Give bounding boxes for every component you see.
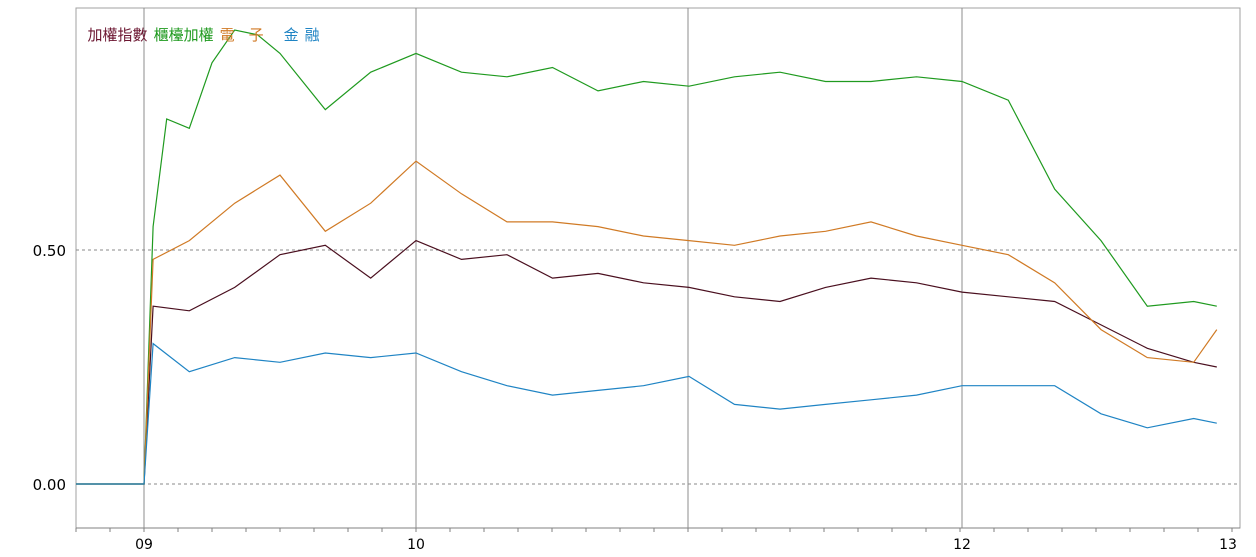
series-line-1	[76, 29, 1217, 485]
x-tick-label-0: 09	[135, 537, 153, 553]
y-tick-label-0: 0.50	[33, 242, 66, 260]
plot-area	[75, 7, 1241, 529]
x-tick-label-3: 13	[1219, 537, 1237, 553]
series-line-0	[76, 239, 1217, 485]
legend-item-0: 加權指數	[87, 26, 148, 44]
legend-item-3: 金融	[283, 26, 326, 44]
y-tick-label-1: 0.00	[33, 476, 66, 494]
legend-item-1: 櫃檯加權	[153, 26, 214, 44]
chart-legend: 加權指數 櫃檯加權 電子 金融	[78, 6, 332, 45]
x-tick-label-2: 12	[953, 537, 971, 553]
series-line-3	[76, 342, 1217, 485]
series-line-2	[76, 160, 1218, 485]
x-tick-label-1: 10	[407, 537, 425, 553]
legend-item-2: 電子	[219, 26, 278, 44]
